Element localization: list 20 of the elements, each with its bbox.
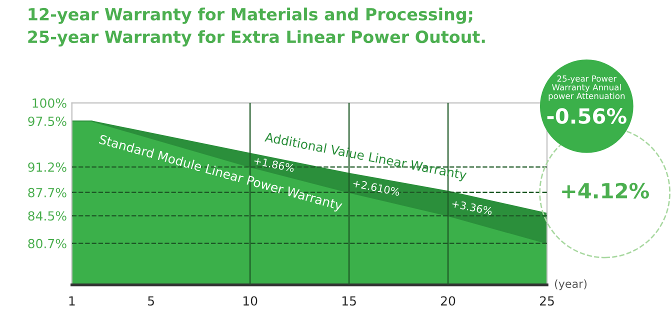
annotation: +2.610% [352,179,400,196]
y-tick-label: 100% [32,98,66,108]
y-tick-label: 80.7% [28,238,66,248]
x-tick-label: 1 [69,296,75,306]
x-tick-label: 25 [540,296,554,306]
x-axis-title: (year) [554,279,587,290]
y-tick-label: 87.7% [28,188,66,198]
text: -0.56% [547,108,626,124]
annotation: +3.36% [452,199,493,216]
text: +4.12% [562,182,650,199]
chart-title: 12-year Warranty for Materials and Processing; 25-year Warranty for Extra Linear Power Outout. [28,8,485,46]
x-tick-label: 15 [342,296,356,306]
y-tick-label: 84.5% [28,211,66,221]
y-tick-label: 97.5% [28,116,66,126]
y-tick-label: 91.2% [28,162,66,172]
x-tick-label: 5 [148,296,154,306]
x-tick-label: 20 [440,296,456,306]
x-tick-label: 10 [243,296,258,306]
annotation: +1.86% [254,156,295,172]
text: 25-year Power Warranty Annual power Attenuation [548,75,625,101]
